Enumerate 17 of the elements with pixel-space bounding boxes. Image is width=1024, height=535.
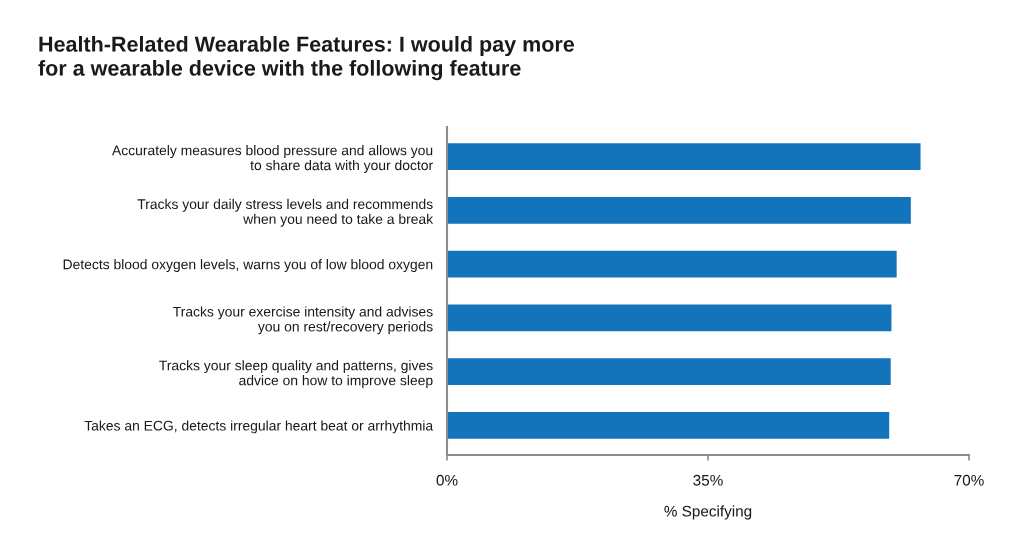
- y-tick-label: Tracks your exercise intensity and advises you on rest/recovery periods: [173, 306, 433, 335]
- bar: [447, 143, 921, 171]
- bar: [447, 250, 897, 278]
- bar: [447, 196, 911, 224]
- y-tick-label: Tracks your sleep quality and patterns, gives advice on how to improve sleep: [159, 360, 433, 389]
- y-tick-label: Detects blood oxygen levels, warns you of low blood oxygen: [63, 259, 433, 273]
- y-tick-label: Takes an ECG, detects irregular heart beat or arrhythmia: [84, 420, 434, 434]
- bar: [447, 358, 891, 386]
- y-tick-label: Accurately measures blood pressure and allows you to share data with your doctor: [112, 145, 433, 173]
- bar: [447, 411, 890, 439]
- y-tick-label: Tracks your daily stress levels and recommends when you need to take a break: [137, 198, 434, 227]
- chart-title: Health-Related Wearable Features: I would pay more for a wearable device with the following feature: [38, 36, 575, 81]
- x-axis-title: % Specifying: [664, 505, 752, 520]
- bar: [447, 304, 892, 332]
- x-tick-label: 70%: [954, 474, 984, 486]
- x-tick-label: 35%: [693, 474, 723, 486]
- x-tick-label: 0%: [436, 474, 458, 486]
